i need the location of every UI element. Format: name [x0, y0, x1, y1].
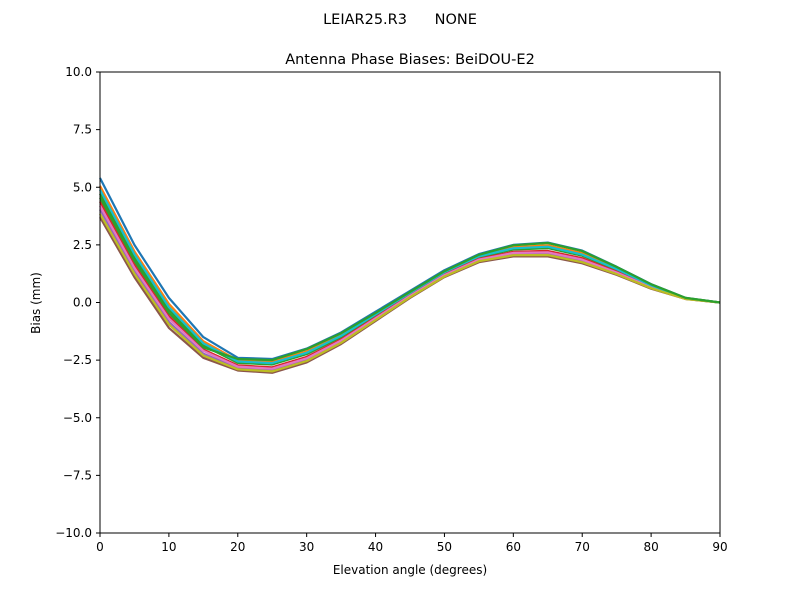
y-tick-label: −5.0: [63, 411, 92, 425]
x-tick-label: 30: [299, 540, 314, 554]
x-tick-label: 60: [506, 540, 521, 554]
series-line-s10: [99, 197, 721, 362]
plot-frame: [99, 71, 721, 534]
x-tick-label: 10: [161, 540, 176, 554]
x-tick-label: 70: [575, 540, 590, 554]
series-line-s9: [99, 213, 721, 373]
y-tick-label: −7.5: [63, 468, 92, 482]
x-tick-label: 20: [230, 540, 245, 554]
series-lines: [99, 177, 721, 374]
y-tick-label: 0.0: [73, 296, 92, 310]
x-tick-label: 80: [643, 540, 658, 554]
y-tick-label: 2.5: [73, 238, 92, 252]
y-tick-label: 7.5: [73, 123, 92, 137]
y-tick-label: −2.5: [63, 353, 92, 367]
chart-suptitle: LEIAR25.R3 NONE: [323, 12, 477, 28]
x-axis-label: Elevation angle (degrees): [333, 563, 487, 577]
chart-title: Antenna Phase Biases: BeiDOU-E2: [285, 52, 535, 68]
y-tick-label: 10.0: [65, 65, 92, 79]
y-axis-label: Bias (mm): [29, 272, 43, 334]
series-line-s7: [99, 205, 721, 370]
y-tick-label: −10.0: [55, 526, 92, 540]
x-tick-label: 40: [368, 540, 383, 554]
x-tick-label: 0: [96, 540, 104, 554]
axis-ticks: 0 10 20 30 40 50 60 70 80 90 10.0 7.5 5.0 2.5 0.0 −2.5 −…: [55, 65, 727, 554]
x-tick-label: 50: [437, 540, 452, 554]
x-tick-label: 90: [712, 540, 727, 554]
y-tick-label: 5.0: [73, 180, 92, 194]
